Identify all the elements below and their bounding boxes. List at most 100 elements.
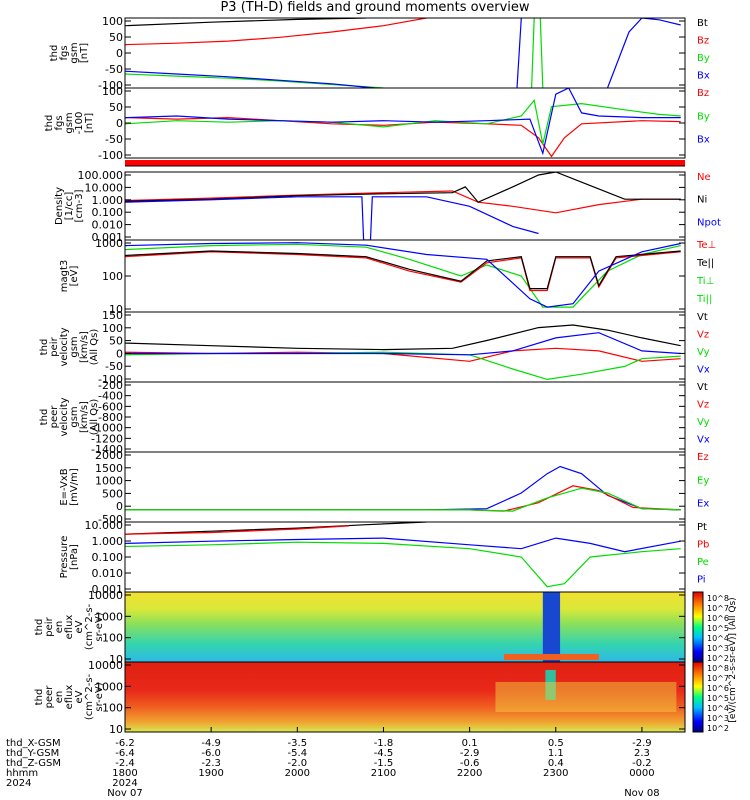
spectrogram-band bbox=[504, 654, 599, 660]
y-tick-label: 150 bbox=[102, 309, 123, 322]
legend-entry: Ey bbox=[697, 475, 709, 486]
x-tick-label: 0.4 bbox=[548, 758, 564, 769]
y-tick-label: -200 bbox=[98, 379, 123, 392]
spectrogram-band bbox=[495, 682, 677, 712]
y-axis-label: [mV/m] bbox=[69, 468, 80, 506]
y-tick-label: 100 bbox=[102, 702, 123, 715]
y-axis-label: sr-eV) bbox=[94, 612, 105, 641]
y-axis-label: gsm bbox=[69, 406, 80, 427]
legend-entry: Pb bbox=[697, 540, 709, 551]
y-tick-label: -1400 bbox=[91, 443, 123, 456]
y-axis-label: -100 bbox=[74, 112, 85, 135]
y-axis-label: (cm^2-s- bbox=[84, 603, 95, 650]
legend-entry: Vx bbox=[697, 365, 710, 376]
colorbar-tick-label: 10^2 bbox=[707, 654, 729, 663]
series-vx bbox=[125, 332, 681, 356]
series-pe bbox=[125, 541, 681, 588]
y-tick-label: -100 bbox=[98, 373, 123, 386]
x-tick-label: 2024 bbox=[112, 778, 137, 789]
x-tick-label: 1900 bbox=[198, 768, 223, 779]
x-tick-label: -6.0 bbox=[201, 748, 221, 759]
y-tick-label: 10 bbox=[109, 723, 123, 736]
legend-entry: Bt bbox=[697, 18, 708, 29]
y-tick-label: -100 bbox=[98, 79, 123, 92]
series-bx bbox=[125, 70, 375, 88]
y-axis-label: gsm bbox=[69, 42, 80, 63]
time-row-label: hhmm bbox=[6, 768, 38, 779]
colorbar-tick-label: 10^5 bbox=[707, 694, 729, 703]
colorbar-tick-label: 10^8 bbox=[707, 664, 729, 673]
y-axis-label: eflux bbox=[64, 685, 75, 710]
y-axis-label: [nT] bbox=[84, 113, 95, 133]
y-tick-label: 500 bbox=[102, 487, 123, 500]
x-tick-label: 2000 bbox=[285, 768, 310, 779]
y-axis-label: velocity bbox=[59, 397, 70, 436]
series-pt bbox=[125, 522, 427, 535]
y-axis-label: peer bbox=[49, 405, 60, 429]
legend-entry: Te⊥ bbox=[696, 240, 716, 251]
y-tick-label: 0.001 bbox=[92, 231, 124, 244]
y-tick-label: 0 bbox=[116, 117, 123, 130]
panel-frame bbox=[124, 451, 686, 523]
y-axis-label: magt3 bbox=[59, 260, 70, 293]
legend-entry: Vz bbox=[697, 330, 709, 341]
y-axis-label: peir bbox=[44, 616, 55, 636]
y-axis-label: peir bbox=[49, 336, 60, 356]
series-bt bbox=[125, 18, 367, 27]
y-axis-label: en bbox=[54, 621, 65, 634]
y-tick-label: 10 bbox=[109, 653, 123, 666]
y-tick-label: 50 bbox=[109, 335, 123, 348]
legend-entry: Npot bbox=[697, 217, 721, 228]
colorbar-scale bbox=[692, 661, 704, 733]
x-tick-label: 1.1 bbox=[548, 748, 564, 759]
panel-ion_spec: 10000 1000 100 10 thd peir en eflux eV (cm^2-s-sr… bbox=[34, 589, 686, 666]
legend-entry: Pi bbox=[697, 575, 706, 586]
panel-frame bbox=[124, 311, 686, 383]
y-axis-label: thd bbox=[49, 45, 60, 62]
legend-entry: Vt bbox=[697, 312, 708, 323]
y-tick-label: -1200 bbox=[91, 432, 123, 445]
legend-entry: Ti⊥ bbox=[696, 276, 714, 287]
colorbar-tick-label: 10^8 bbox=[707, 594, 729, 603]
legend-entry: Bx bbox=[697, 135, 710, 146]
colorbar-tick-label: 10^2 bbox=[707, 724, 729, 733]
y-tick-label: 10 bbox=[109, 303, 123, 316]
series-ex bbox=[125, 465, 681, 511]
y-tick-label: 1500 bbox=[95, 462, 123, 475]
y-axis-label: [km/s] bbox=[79, 401, 90, 433]
y-tick-label: 0.010 bbox=[92, 219, 124, 232]
separator-band bbox=[125, 160, 685, 166]
y-tick-label: 100.000 bbox=[78, 169, 124, 182]
legend-entry: Ne bbox=[697, 172, 711, 183]
panel-frame bbox=[124, 381, 686, 453]
x-tick-label: 1800 bbox=[112, 768, 137, 779]
x-tick-label: 2.3 bbox=[634, 748, 650, 759]
y-axis-label: [eV] bbox=[69, 266, 80, 287]
x-tick-label: -4.9 bbox=[201, 738, 221, 749]
panel-pressure: 10.000 1.000 0.100 0.010 0.001 Pressure [nPa] P… bbox=[59, 519, 709, 596]
series-te bbox=[125, 250, 681, 290]
y-axis-label: peer bbox=[44, 685, 55, 709]
y-axis-label: gsm bbox=[64, 112, 75, 133]
y-axis-label: velocity bbox=[59, 327, 70, 366]
x-tick-label: -1.5 bbox=[374, 758, 394, 769]
colorbar-tick-label: 10^3 bbox=[707, 714, 729, 723]
y-axis-label: thd bbox=[34, 619, 45, 636]
x-tick-label: 0000 bbox=[629, 768, 654, 779]
x-tick-label: -4.5 bbox=[374, 748, 394, 759]
x-tick-label: -2.3 bbox=[201, 758, 221, 769]
series-ne bbox=[125, 190, 681, 214]
time-row-label: thd_Z-GSM bbox=[6, 758, 61, 769]
y-axis-label: thd bbox=[39, 339, 50, 356]
y-axis-label: (All Qs) bbox=[89, 399, 100, 436]
series-pi bbox=[125, 537, 681, 553]
y-axis-label: eflux bbox=[64, 615, 75, 640]
y-tick-label: -1000 bbox=[91, 422, 123, 435]
y-tick-label: 1000 bbox=[95, 475, 123, 488]
y-tick-label: 50 bbox=[109, 101, 123, 114]
plot-title: P3 (TH-D) fields and ground moments over… bbox=[220, 0, 530, 15]
y-tick-label: 50 bbox=[109, 31, 123, 44]
